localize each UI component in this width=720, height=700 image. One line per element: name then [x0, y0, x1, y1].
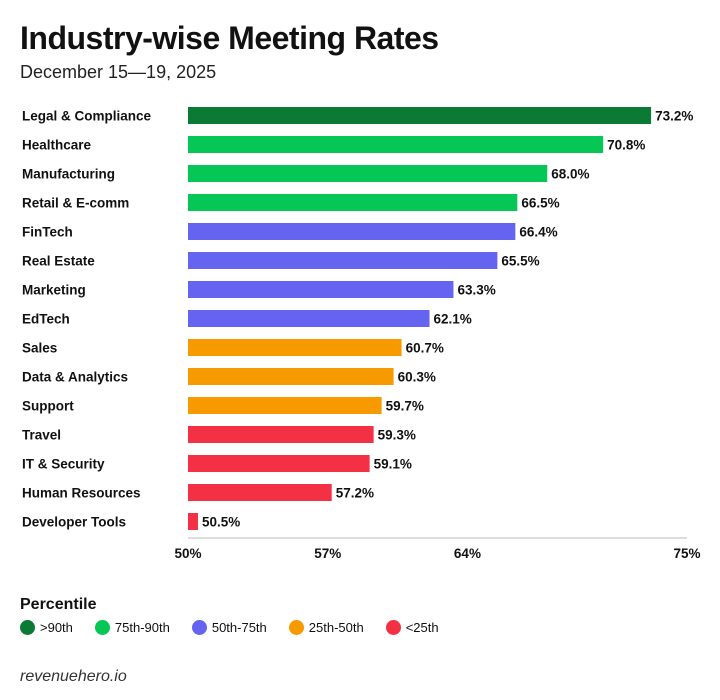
- category-label: Healthcare: [22, 138, 92, 153]
- legend: >90th 75th-90th 50th-75th 25th-50th <25t…: [20, 620, 461, 635]
- legend-label: <25th: [405, 620, 439, 635]
- legend-label: 75th-90th: [114, 620, 170, 635]
- bar: [188, 165, 548, 182]
- category-label: EdTech: [22, 312, 70, 327]
- legend-label: 25th-50th: [308, 620, 364, 635]
- bar-value-label: 59.1%: [374, 457, 412, 472]
- bar: [188, 136, 604, 153]
- category-label: Retail & E-comm: [22, 196, 129, 211]
- bar: [188, 513, 198, 530]
- x-tick-label: 50%: [174, 546, 201, 561]
- bar: [188, 194, 518, 211]
- bar: [188, 368, 394, 385]
- category-label: Legal & Compliance: [22, 109, 152, 124]
- category-label: IT & Security: [22, 457, 105, 472]
- category-label: Marketing: [22, 283, 86, 298]
- category-label: Sales: [22, 341, 57, 356]
- bar-value-label: 50.5%: [202, 515, 240, 530]
- footer-brand: revenuehero.io: [20, 668, 127, 685]
- category-label: Manufacturing: [22, 167, 115, 182]
- category-label: Support: [22, 399, 74, 414]
- legend-item: 25th-50th: [288, 620, 364, 635]
- category-label: Data & Analytics: [22, 370, 128, 385]
- bar-value-label: 73.2%: [655, 109, 693, 124]
- legend-dot-icon: [20, 620, 35, 635]
- category-label: FinTech: [22, 225, 73, 240]
- bar-value-label: 65.5%: [501, 254, 539, 269]
- x-tick-label: 57%: [314, 546, 341, 561]
- bar-value-label: 59.7%: [386, 399, 424, 414]
- legend-item: >90th: [20, 620, 73, 635]
- bar-value-label: 63.3%: [457, 283, 495, 298]
- legend-dot-icon: [94, 620, 110, 635]
- bar-value-label: 70.8%: [607, 138, 645, 153]
- bar: [188, 223, 516, 240]
- bar-value-label: 57.2%: [336, 486, 374, 501]
- bar: [188, 484, 332, 501]
- legend-item: 50th-75th: [191, 620, 267, 635]
- legend-item: <25th: [385, 620, 439, 635]
- x-tick-label: 75%: [673, 546, 700, 561]
- chart-subtitle: December 15—19, 2025: [20, 62, 217, 82]
- bar: [188, 397, 382, 414]
- bar-value-label: 66.5%: [521, 196, 559, 211]
- legend-item: 75th-90th: [94, 620, 170, 635]
- bar: [188, 455, 370, 472]
- bar-value-label: 62.1%: [434, 312, 472, 327]
- legend-dot-icon: [288, 620, 304, 635]
- category-label: Real Estate: [22, 254, 95, 269]
- bar: [188, 339, 402, 356]
- legend-label: >90th: [40, 620, 73, 635]
- bar-value-label: 66.4%: [519, 225, 557, 240]
- bar-value-label: 60.3%: [398, 370, 436, 385]
- legend-dot-icon: [385, 620, 401, 635]
- category-label: Travel: [22, 428, 61, 443]
- bar-value-label: 60.7%: [406, 341, 444, 356]
- bar-value-label: 68.0%: [551, 167, 589, 182]
- bar: [188, 426, 374, 443]
- bar: [188, 107, 652, 124]
- legend-label: 50th-75th: [211, 620, 267, 635]
- bar: [188, 281, 454, 298]
- bar: [188, 310, 430, 327]
- bar: [188, 252, 498, 269]
- x-tick-label: 64%: [454, 546, 481, 561]
- legend-title: Percentile: [20, 596, 97, 613]
- category-label: Developer Tools: [22, 515, 126, 530]
- chart-title: Industry-wise Meeting Rates: [20, 20, 439, 56]
- bar-value-label: 59.3%: [378, 428, 416, 443]
- bar-chart: Legal & Compliance 73.2% Healthcare 70.8% Ma…: [22, 107, 701, 561]
- legend-dot-icon: [191, 620, 207, 635]
- category-label: Human Resources: [22, 486, 141, 501]
